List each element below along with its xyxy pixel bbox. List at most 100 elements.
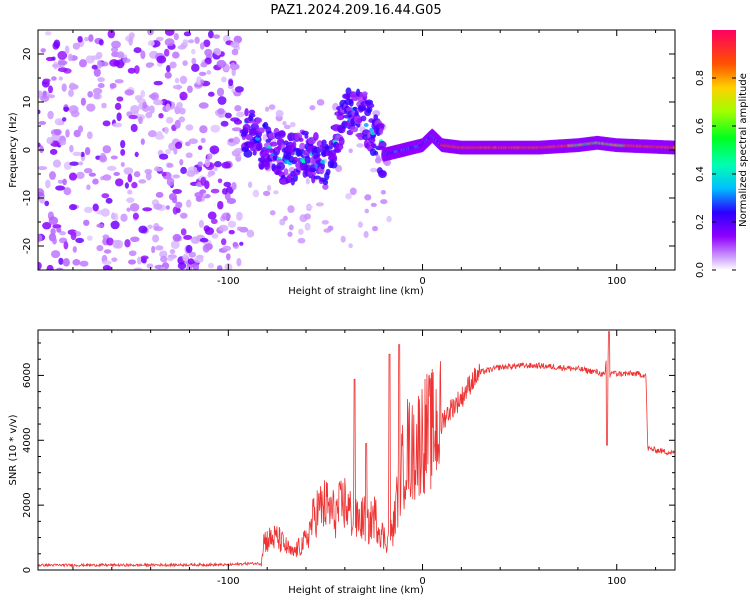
spectrogram-cell (172, 174, 181, 179)
spectrogram-cell (348, 148, 353, 154)
spectrogram-cell (124, 89, 135, 96)
spectrogram-cell (188, 39, 195, 44)
spectrogram-cell (87, 90, 94, 98)
snr-marks (38, 331, 675, 568)
spectrogram-cell (217, 107, 225, 115)
spectrogram-cell (345, 193, 352, 200)
spectrogram-cell (48, 85, 53, 94)
spectrogram-cell (158, 112, 164, 119)
spectrogram-cell (247, 181, 253, 188)
spectrogram-cell (40, 95, 50, 103)
spectrogram-cell (127, 67, 136, 74)
spectrogram-cell (235, 111, 245, 118)
spectrogram-cell (79, 260, 89, 267)
spectrogram-cell (51, 56, 56, 61)
spectrogram-cell (72, 258, 81, 266)
spectrogram-ytick-label: 10 (22, 96, 33, 109)
spectrogram-cell (134, 65, 140, 74)
spectrogram-cell (293, 173, 298, 182)
spectrogram-cell (264, 106, 270, 112)
spectrogram-cell (204, 227, 215, 236)
spectrogram-cell (287, 205, 295, 213)
spectrogram-cell (379, 171, 386, 177)
spectrogram-cell (50, 228, 56, 236)
spectrogram-cell (93, 92, 101, 100)
spectrogram-cell (257, 142, 263, 151)
spectrogram-cell (102, 260, 112, 265)
spectrogram-cell (106, 165, 117, 171)
spectrogram-cell (208, 91, 215, 97)
spectrogram-cell (199, 125, 208, 134)
spectrogram-cell (130, 236, 140, 243)
spectrogram-cell (53, 128, 62, 136)
spectrogram-cell (72, 42, 80, 50)
spectrogram-cell (228, 229, 235, 235)
spectrogram-cell (100, 61, 109, 67)
spectrogram-cell (138, 116, 143, 125)
spectrogram-cell (120, 213, 128, 222)
spectrogram-cell (275, 109, 284, 118)
spectrogram-cell (315, 202, 324, 207)
spectrogram-cell (68, 89, 74, 97)
spectrogram-cell (193, 256, 204, 263)
spectrogram-cell (46, 264, 54, 270)
spectrogram-cell (210, 218, 218, 225)
spectrogram-cell (63, 241, 69, 250)
spectrogram-cell (58, 257, 64, 265)
spectrogram-cell (67, 53, 73, 62)
spectrogram-cell (96, 210, 106, 215)
spectrogram-cell (102, 265, 112, 270)
spectrogram-cell (133, 171, 141, 178)
spectrogram-cell (83, 219, 90, 226)
spectrogram-cell (140, 50, 146, 60)
spectrogram-cell (329, 161, 338, 169)
spectrogram-cell (221, 212, 231, 221)
spectrogram-cell (244, 108, 249, 117)
spectrogram-cell (113, 171, 120, 176)
spectrogram-cell (349, 126, 359, 133)
spectrogram-cell (356, 143, 364, 148)
spectrogram-cell (80, 151, 85, 158)
spectrogram-cell (126, 197, 135, 203)
spectrogram-cell (107, 30, 116, 39)
spectrogram-cell (188, 251, 197, 258)
spectrogram-cell (203, 39, 211, 48)
spectrogram-cell (197, 161, 203, 167)
spectrogram-cell (213, 48, 221, 55)
spectrogram-cell (57, 60, 68, 66)
spectrogram-cell (363, 123, 369, 127)
spectrogram-cell (114, 102, 122, 111)
spectrogram-cell (122, 58, 131, 63)
spectrogram-cell (199, 42, 205, 50)
spectrogram-cell (363, 230, 369, 239)
snr-ytick-label: 2000 (22, 492, 33, 517)
snr-ytick-label: 6000 (22, 363, 33, 388)
spectrogram-cell (88, 172, 96, 177)
spectrogram-cell (175, 141, 183, 150)
spectrogram-cell (374, 157, 382, 164)
spectrogram-cell (236, 226, 243, 231)
spectrogram-cell (156, 55, 167, 64)
spectrogram-cell (142, 101, 147, 109)
spectrogram-cell (239, 241, 244, 246)
spectrogram-cell (178, 116, 186, 123)
spectrogram-cell (160, 255, 168, 263)
spectrogram-cell (272, 154, 278, 161)
spectrogram-cell (207, 153, 213, 160)
spectrogram-cell (165, 103, 171, 112)
spectrogram-cell (53, 39, 61, 49)
spectrogram-cell (211, 233, 219, 239)
spectrogram-cell (216, 87, 225, 97)
spectrogram-cell (217, 178, 223, 184)
spectrogram-cell (161, 171, 167, 177)
spectrogram-cell (83, 167, 93, 174)
spectrogram-cell (304, 213, 311, 220)
spectrogram-cell (85, 55, 95, 64)
spectrogram-cell (223, 181, 232, 188)
spectrogram-cell (57, 50, 68, 60)
spectrogram-cell (98, 39, 104, 46)
snr-ytick-label: 0 (22, 567, 33, 573)
spectrogram-cell (235, 156, 241, 162)
